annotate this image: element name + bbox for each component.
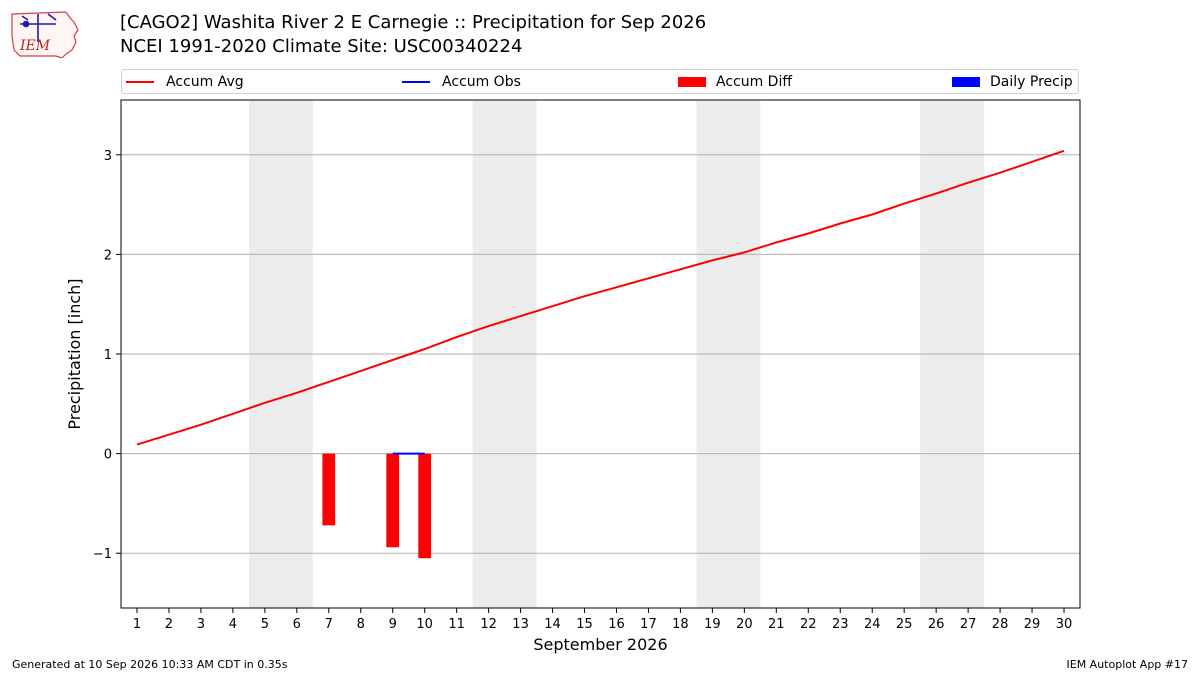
iem-logo: IEM [11, 11, 79, 58]
x-tick-label: 19 [704, 617, 721, 632]
x-tick-label: 30 [1056, 617, 1073, 632]
legend-swatch-accum-avg [126, 81, 154, 83]
x-tick-label: 5 [261, 617, 269, 632]
accum-avg-line [136, 149, 1065, 446]
x-tick-label: 25 [896, 617, 913, 632]
legend-item-accum-obs: Accum Obs [402, 74, 521, 90]
x-tick-label: 8 [357, 617, 365, 632]
x-axis-label: September 2026 [533, 635, 667, 654]
x-tick-label: 9 [389, 617, 397, 632]
x-tick-label: 26 [928, 617, 945, 632]
legend-item-accum-diff: Accum Diff [678, 74, 792, 90]
x-tick-label: 29 [1024, 617, 1041, 632]
accum-diff-bar [386, 453, 400, 548]
x-tick-label: 16 [608, 617, 625, 632]
series-lines-group [136, 149, 1065, 455]
x-tick-label: 17 [640, 617, 657, 632]
chart-legend: Accum Avg Accum Obs Accum Diff Daily Pre… [121, 69, 1079, 94]
x-tick-label: 15 [576, 617, 593, 632]
x-tick-label: 13 [512, 617, 529, 632]
y-tick-label: 2 [104, 248, 112, 263]
x-tick-label: 3 [197, 617, 205, 632]
y-axis-label: Precipitation [inch] [65, 278, 84, 429]
generated-timestamp: Generated at 10 Sep 2026 10:33 AM CDT in… [12, 658, 288, 671]
legend-item-daily-precip: Daily Precip [952, 74, 1073, 90]
x-tick-label: 11 [448, 617, 465, 632]
legend-label-accum-avg: Accum Avg [166, 74, 244, 90]
y-tick-label: −1 [93, 547, 112, 562]
logo-text: IEM [19, 38, 51, 54]
legend-swatch-accum-diff [678, 77, 706, 87]
x-tick-label: 27 [960, 617, 977, 632]
x-tick-label: 7 [325, 617, 333, 632]
accum-diff-bar [322, 453, 336, 526]
y-tick-label: 0 [104, 448, 112, 463]
weather-station-icon [20, 13, 57, 42]
x-tick-label: 21 [768, 617, 785, 632]
x-tick-label: 24 [864, 617, 881, 632]
chart-subtitle: NCEI 1991-2020 Climate Site: USC00340224 [120, 36, 523, 57]
x-tick-label: 6 [293, 617, 301, 632]
accum-diff-bar [418, 453, 432, 559]
x-tick-label: 1 [133, 617, 141, 632]
legend-label-daily-precip: Daily Precip [990, 74, 1073, 90]
x-tick-label: 12 [480, 617, 497, 632]
diff-bars-group [322, 453, 432, 559]
x-tick-label: 23 [832, 617, 849, 632]
legend-item-accum-avg: Accum Avg [126, 74, 244, 90]
x-tick-label: 14 [544, 617, 561, 632]
gridlines-group [121, 154, 1080, 554]
legend-swatch-accum-obs [402, 81, 430, 83]
legend-label-accum-diff: Accum Diff [716, 74, 793, 90]
y-tick-label: 3 [104, 149, 112, 164]
chart-title: [CAGO2] Washita River 2 E Carnegie :: Pr… [120, 12, 707, 33]
x-tick-label: 10 [416, 617, 433, 632]
app-credit: IEM Autoplot App #17 [1066, 658, 1189, 671]
x-tick-label: 28 [992, 617, 1009, 632]
x-tick-label: 18 [672, 617, 689, 632]
legend-swatch-daily-precip [952, 77, 980, 87]
x-tick-label: 22 [800, 617, 817, 632]
x-tick-label: 4 [229, 617, 237, 632]
x-tick-label: 2 [165, 617, 173, 632]
x-tick-label: 20 [736, 617, 753, 632]
y-tick-label: 1 [104, 348, 112, 363]
legend-label-accum-obs: Accum Obs [442, 74, 521, 90]
